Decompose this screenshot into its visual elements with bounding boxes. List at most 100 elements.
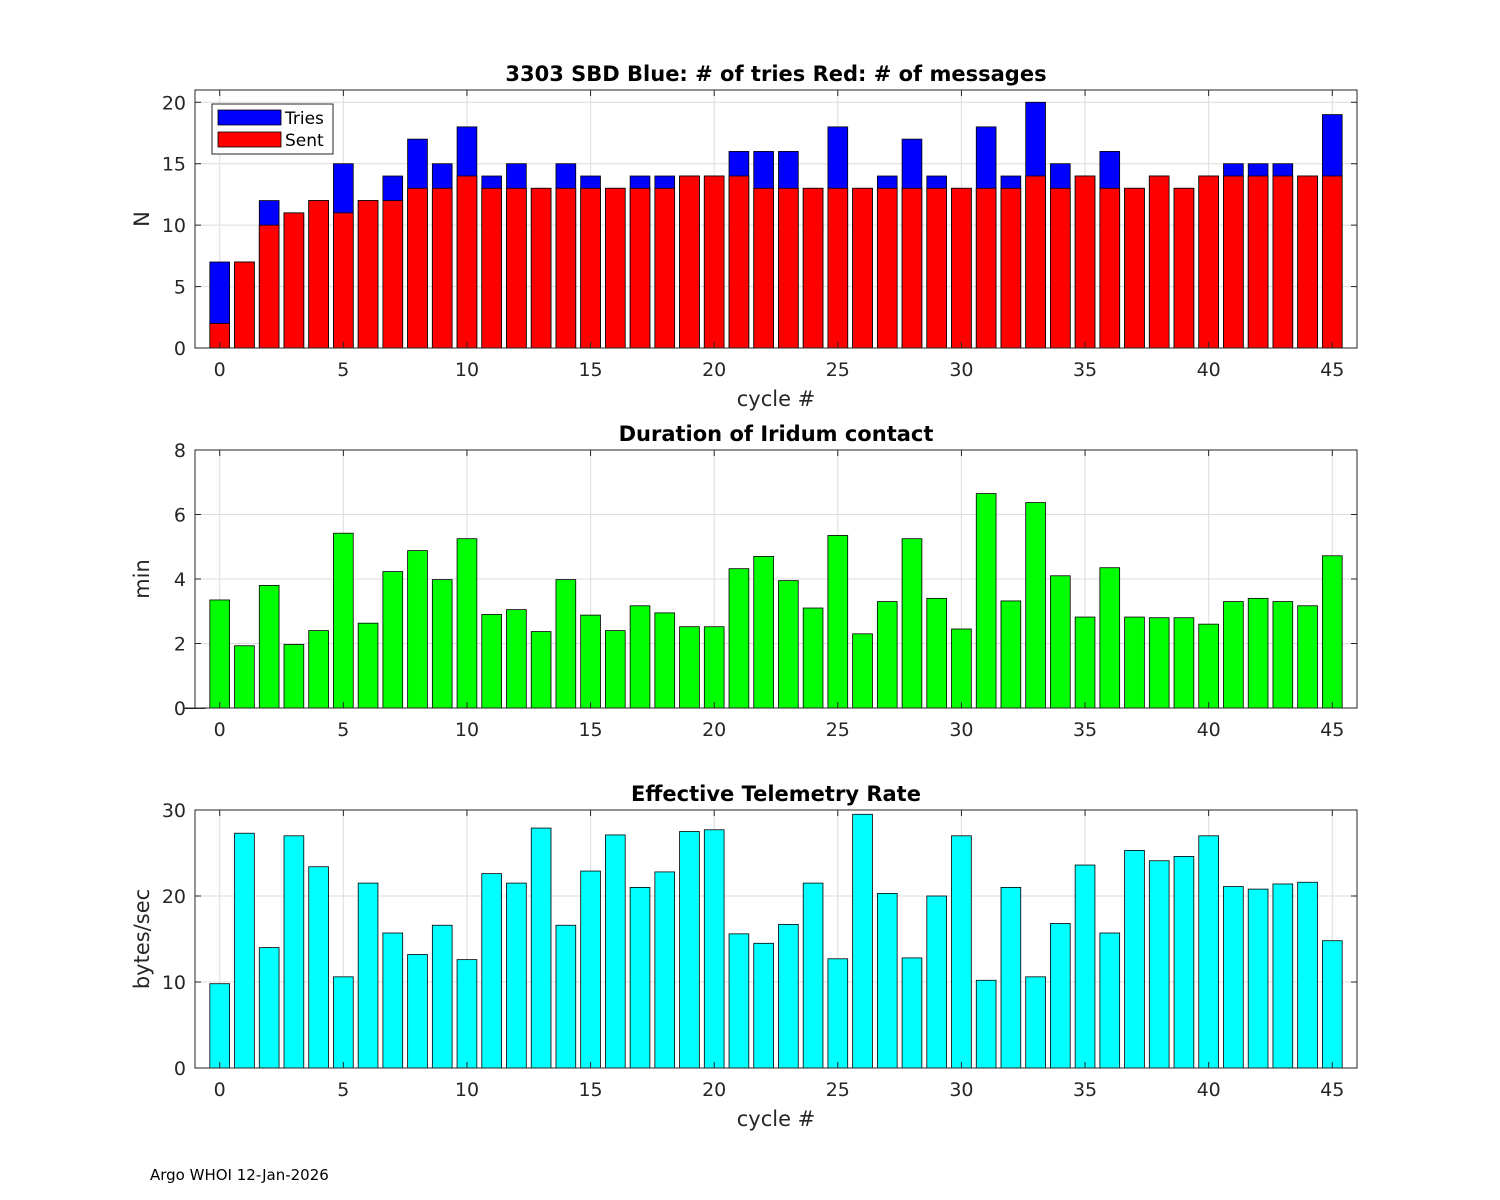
bar <box>1148 617 1170 709</box>
bar <box>1000 887 1022 1069</box>
x-tick-label: 20 <box>702 359 726 381</box>
x-tick-label: 40 <box>1197 719 1221 741</box>
bar-sent <box>975 187 997 349</box>
bar <box>530 827 552 1069</box>
bar <box>703 829 725 1069</box>
bar <box>1272 601 1294 709</box>
bar-sent <box>852 187 873 349</box>
bar <box>481 873 502 1069</box>
bar <box>283 835 305 1069</box>
bar <box>234 645 255 709</box>
bar <box>333 976 354 1069</box>
bar <box>407 954 428 1069</box>
bar-sent <box>1247 175 1269 349</box>
bar <box>258 585 280 709</box>
x-tick-label: 25 <box>826 719 850 741</box>
bar-sent <box>382 200 404 349</box>
bar <box>802 882 824 1069</box>
bar <box>481 614 502 709</box>
bar <box>1173 856 1195 1069</box>
bar-sent <box>357 200 379 349</box>
bar-sent <box>1198 175 1219 349</box>
y-tick-label: 2 <box>174 634 186 656</box>
bar <box>753 942 774 1069</box>
bar <box>679 626 700 709</box>
bar <box>654 871 676 1069</box>
x-tick-label: 5 <box>337 719 349 741</box>
x-tick-label: 10 <box>455 719 479 741</box>
bar <box>580 870 601 1069</box>
legend-swatch-tries <box>217 109 282 126</box>
bar <box>654 612 676 709</box>
bar-sent <box>407 187 428 349</box>
bar <box>234 832 255 1069</box>
x-tick-label: 10 <box>455 1079 479 1101</box>
bar <box>1198 835 1219 1069</box>
y-tick-label: 15 <box>162 154 186 176</box>
bar-sent <box>654 187 676 349</box>
bar-sent <box>234 261 255 349</box>
x-tick-label: 5 <box>337 359 349 381</box>
legend-swatch-sent <box>217 131 282 148</box>
x-tick-label: 45 <box>1320 1079 1344 1101</box>
bar <box>1025 502 1046 709</box>
bar-sent <box>580 187 601 349</box>
bar <box>308 630 329 709</box>
y-tick-label: 4 <box>174 569 186 591</box>
x-tick-label: 20 <box>702 1079 726 1101</box>
bar <box>926 597 947 709</box>
bar <box>629 605 651 709</box>
bar <box>876 601 898 709</box>
bar <box>283 644 305 709</box>
chart-panel-3: 0 5 10 15 20 25 30 35 40 45 0 10 20 30 Effective Telem… <box>130 782 1358 1131</box>
y-tick-label: 6 <box>174 505 186 527</box>
chart-panel-1: 0 5 10 15 20 25 30 35 40 45 0 5 10 15 20 3303 SBD Blue:… <box>130 62 1358 411</box>
chart-panel-2: 0 5 10 15 20 25 30 35 40 45 0 2 4 6 8 Duration of Iridu… <box>130 422 1358 741</box>
bar-sent <box>1272 175 1294 349</box>
bar-sent <box>1074 175 1096 349</box>
x-tick-label: 35 <box>1073 1079 1097 1101</box>
bar <box>357 882 379 1069</box>
y-tick-label: 20 <box>162 92 186 114</box>
bar <box>555 924 577 1069</box>
x-tick-label: 35 <box>1073 719 1097 741</box>
bar <box>1050 923 1071 1069</box>
bar-sent <box>605 187 626 349</box>
y-axis-label: min <box>130 559 154 599</box>
bar <box>1321 555 1343 709</box>
bar <box>1099 567 1121 709</box>
y-tick-label: 10 <box>162 215 186 237</box>
bar-sent <box>926 187 947 349</box>
bar <box>852 633 873 709</box>
bar <box>1247 597 1269 709</box>
bar-sent <box>951 187 972 349</box>
bar <box>357 622 379 709</box>
bar-sent <box>629 187 651 349</box>
axes-box <box>194 89 1358 349</box>
x-tick-label: 20 <box>702 719 726 741</box>
bar <box>926 895 947 1069</box>
bar <box>679 831 700 1069</box>
bar-sent <box>308 200 329 349</box>
bar-sent <box>753 187 774 349</box>
bar-sent <box>1297 175 1318 349</box>
bar-sent <box>530 187 552 349</box>
bar <box>1297 605 1318 709</box>
bar <box>1025 976 1046 1069</box>
bar-sent <box>1173 187 1195 349</box>
bar <box>580 614 601 709</box>
bar <box>1272 883 1294 1069</box>
x-tick-label: 45 <box>1320 359 1344 381</box>
bar <box>258 947 280 1069</box>
y-axis-label: bytes/sec <box>130 889 154 989</box>
bar-sent <box>679 175 700 349</box>
x-axis-label: cycle # <box>737 1107 816 1131</box>
bar <box>827 535 849 709</box>
bar <box>382 932 404 1069</box>
bar <box>1074 864 1096 1069</box>
bar <box>951 628 972 709</box>
bar-sent <box>901 187 923 349</box>
bar <box>1148 860 1170 1069</box>
x-axis-label: cycle # <box>737 387 816 411</box>
